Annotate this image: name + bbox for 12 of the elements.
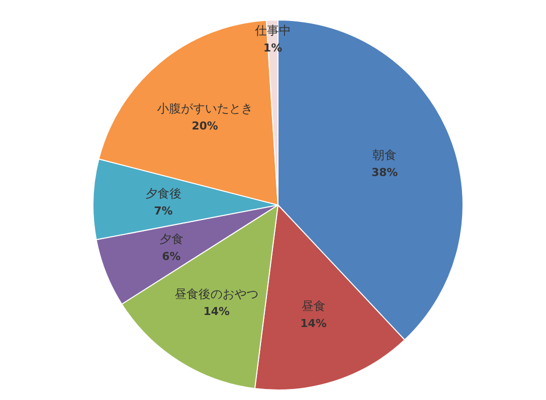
slice-label: 昼食後のおやつ [174,286,259,301]
data-label: 38% [371,166,398,179]
data-label: 6% [162,250,181,264]
slice-label: 夕食後 [145,186,182,200]
slice-label: 昼食 [301,299,326,314]
data-label: 14% [300,317,327,330]
data-label: 20% [192,120,218,133]
slice-label: 夕食 [159,232,184,246]
data-label: 14% [203,304,230,318]
slice-label: 小腹がすいたとき [156,102,253,116]
slice-label: 朝食 [372,148,397,162]
data-label: 7% [154,204,173,218]
